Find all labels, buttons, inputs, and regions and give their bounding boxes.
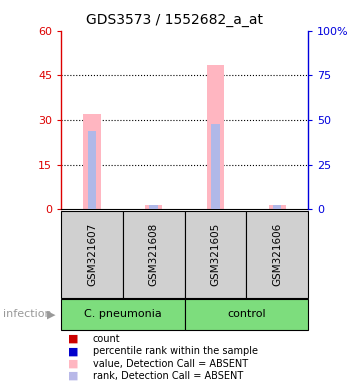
Bar xyxy=(83,114,101,209)
Bar xyxy=(61,211,123,298)
Text: ■: ■ xyxy=(68,334,79,344)
Bar xyxy=(246,211,308,298)
Text: control: control xyxy=(227,310,266,319)
Bar xyxy=(61,299,185,330)
Bar xyxy=(88,131,96,209)
Text: ■: ■ xyxy=(68,359,79,369)
Bar xyxy=(268,205,286,209)
Text: ■: ■ xyxy=(68,371,79,381)
Text: GSM321607: GSM321607 xyxy=(87,223,97,286)
Bar xyxy=(185,299,308,330)
Bar xyxy=(273,205,281,209)
Text: ■: ■ xyxy=(68,346,79,356)
Bar xyxy=(207,65,224,209)
Text: ▶: ▶ xyxy=(47,310,56,319)
Text: GSM321608: GSM321608 xyxy=(149,223,159,286)
Bar xyxy=(185,211,246,298)
Bar xyxy=(123,211,185,298)
Text: GSM321606: GSM321606 xyxy=(272,223,282,286)
Bar xyxy=(149,205,158,209)
Text: C. pneumonia: C. pneumonia xyxy=(84,310,162,319)
Text: percentile rank within the sample: percentile rank within the sample xyxy=(93,346,258,356)
Text: GDS3573 / 1552682_a_at: GDS3573 / 1552682_a_at xyxy=(86,13,264,27)
Text: GSM321605: GSM321605 xyxy=(210,223,220,286)
Text: count: count xyxy=(93,334,120,344)
Bar xyxy=(145,205,162,209)
Text: infection: infection xyxy=(4,310,52,319)
Bar xyxy=(211,124,220,209)
Text: value, Detection Call = ABSENT: value, Detection Call = ABSENT xyxy=(93,359,248,369)
Text: rank, Detection Call = ABSENT: rank, Detection Call = ABSENT xyxy=(93,371,243,381)
